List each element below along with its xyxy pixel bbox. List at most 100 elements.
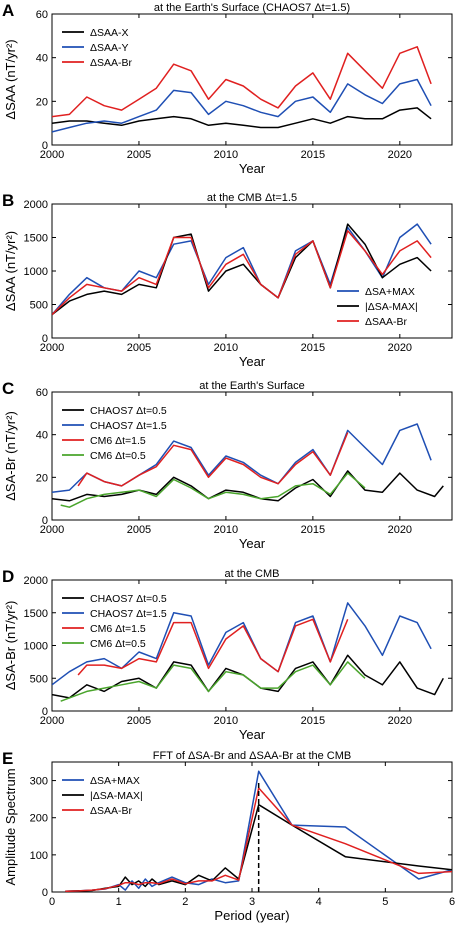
x-tick-label: 2000 <box>40 524 64 536</box>
series-line-2 <box>65 787 452 892</box>
legend-entry: CM6 Δt=1.5 <box>90 623 146 635</box>
series-group <box>52 423 444 508</box>
x-axis-label: Year <box>239 727 266 742</box>
series-group <box>52 46 432 133</box>
y-tick-label: 1000 <box>24 641 48 653</box>
y-tick-label: 1000 <box>24 266 48 278</box>
y-tick-label: 40 <box>36 53 48 65</box>
y-tick-label: 500 <box>30 300 48 312</box>
series-line-2 <box>77 432 349 487</box>
legend-entry: ΔSAA-Br <box>90 805 133 817</box>
chart-title: at the Earth's Surface <box>199 380 304 392</box>
x-tick-label: 2015 <box>301 715 325 727</box>
y-axis-label: ΔSA-Br (nT/yr²) <box>3 601 18 691</box>
legend: CHAOS7 Δt=0.5 CHAOS7 Δt=1.5 CM6 Δt=1.5 CM6 … <box>62 593 167 650</box>
legend-entry: ΔSAA-Br <box>365 316 408 328</box>
x-tick-label: 2020 <box>388 342 412 354</box>
panel-e: E FFT of ΔSA-Br and ΔSAA-Br at the CMB 0 1 2… <box>2 749 455 923</box>
y-tick-label: 300 <box>30 776 48 788</box>
legend: ΔSA+MAX |ΔSA-MAX| ΔSAA-Br <box>62 775 143 817</box>
y-tick-label: 0 <box>42 140 48 152</box>
series-line-1 <box>52 223 432 316</box>
x-tick-label: 2020 <box>388 715 412 727</box>
legend: ΔSAA-X ΔSAA-Y ΔSAA-Br <box>62 27 133 69</box>
series-group <box>52 602 444 702</box>
legend-entry: CHAOS7 Δt=1.5 <box>90 608 167 620</box>
series-group <box>65 770 452 892</box>
y-axis-label: ΔSAA (nT/yr²) <box>3 39 18 119</box>
chart-title: FFT of ΔSA-Br and ΔSAA-Br at the CMB <box>153 750 352 762</box>
y-tick-label: 500 <box>30 673 48 685</box>
x-tick-label: 0 <box>49 896 55 908</box>
legend-entry: ΔSA+MAX <box>365 286 415 298</box>
series-line-0 <box>52 470 444 502</box>
plot-frame <box>51 13 453 146</box>
y-tick-label: 60 <box>36 9 48 21</box>
series-line-1 <box>52 78 432 133</box>
x-tick-label: 6 <box>449 896 455 908</box>
y-tick-label: 0 <box>42 887 48 899</box>
x-axis-label: Year <box>239 354 266 369</box>
y-tick-label: 100 <box>30 850 48 862</box>
x-axis-label: Year <box>239 161 266 176</box>
y-tick-label: 2000 <box>24 199 48 211</box>
y-tick-label: 40 <box>36 430 48 442</box>
legend-entry: CM6 Δt=0.5 <box>90 450 146 462</box>
chart-title: at the CMB Δt=1.5 <box>207 192 297 204</box>
series-line-3 <box>60 472 366 508</box>
panel-label: B <box>2 191 14 210</box>
legend: ΔSA+MAX |ΔSA-MAX| ΔSAA-Br <box>337 286 418 328</box>
x-axis-label: Year <box>239 536 266 551</box>
series-line-1 <box>52 602 432 686</box>
y-tick-label: 0 <box>42 333 48 345</box>
legend-entry: ΔSA+MAX <box>90 775 140 787</box>
x-tick-label: 2015 <box>301 149 325 161</box>
x-tick-label: 2020 <box>388 524 412 536</box>
x-tick-label: 2000 <box>40 342 64 354</box>
series-group <box>52 223 432 316</box>
plot-frame <box>51 391 453 521</box>
y-axis-label: ΔSA-Br (nT/yr²) <box>3 411 18 501</box>
x-tick-label: 4 <box>316 896 322 908</box>
y-tick-label: 2000 <box>24 575 48 587</box>
panel-label: E <box>2 749 13 768</box>
series-line-2 <box>52 230 432 316</box>
legend-entry: |ΔSA-MAX| <box>90 790 143 802</box>
y-tick-label: 20 <box>36 472 48 484</box>
x-tick-label: 2 <box>182 896 188 908</box>
legend-entry: CHAOS7 Δt=0.5 <box>90 405 167 417</box>
legend-entry: CHAOS7 Δt=0.5 <box>90 593 167 605</box>
x-axis-label: Period (year) <box>214 908 289 923</box>
x-tick-label: 2005 <box>127 715 151 727</box>
x-tick-label: 5 <box>382 896 388 908</box>
x-tick-label: 2020 <box>388 149 412 161</box>
y-axis-label: Amplitude Spectrum <box>3 768 18 885</box>
x-tick-label: 2005 <box>127 342 151 354</box>
legend-entry: |ΔSA-MAX| <box>365 301 418 313</box>
series-line-2 <box>52 46 432 118</box>
legend-entry: CHAOS7 Δt=1.5 <box>90 420 167 432</box>
panel-label: A <box>2 1 14 20</box>
y-tick-label: 20 <box>36 96 48 108</box>
chart-title: at the CMB <box>224 568 279 580</box>
legend-entry: ΔSAA-X <box>90 27 129 39</box>
legend-entry: ΔSAA-Br <box>90 57 133 69</box>
legend-entry: CM6 Δt=0.5 <box>90 638 146 650</box>
legend: CHAOS7 Δt=0.5 CHAOS7 Δt=1.5 CM6 Δt=1.5 CM6 … <box>62 405 167 462</box>
series-line-3 <box>60 661 366 702</box>
x-tick-label: 3 <box>249 896 255 908</box>
y-axis-label: ΔSAA (nT/yr²) <box>3 231 18 311</box>
x-tick-label: 2005 <box>127 524 151 536</box>
series-line-2 <box>77 618 349 676</box>
panel-label: D <box>2 567 14 586</box>
series-line-0 <box>52 107 432 129</box>
x-tick-label: 2005 <box>127 149 151 161</box>
y-tick-label: 1500 <box>24 608 48 620</box>
y-tick-label: 0 <box>42 706 48 718</box>
panel-label: C <box>2 379 14 398</box>
